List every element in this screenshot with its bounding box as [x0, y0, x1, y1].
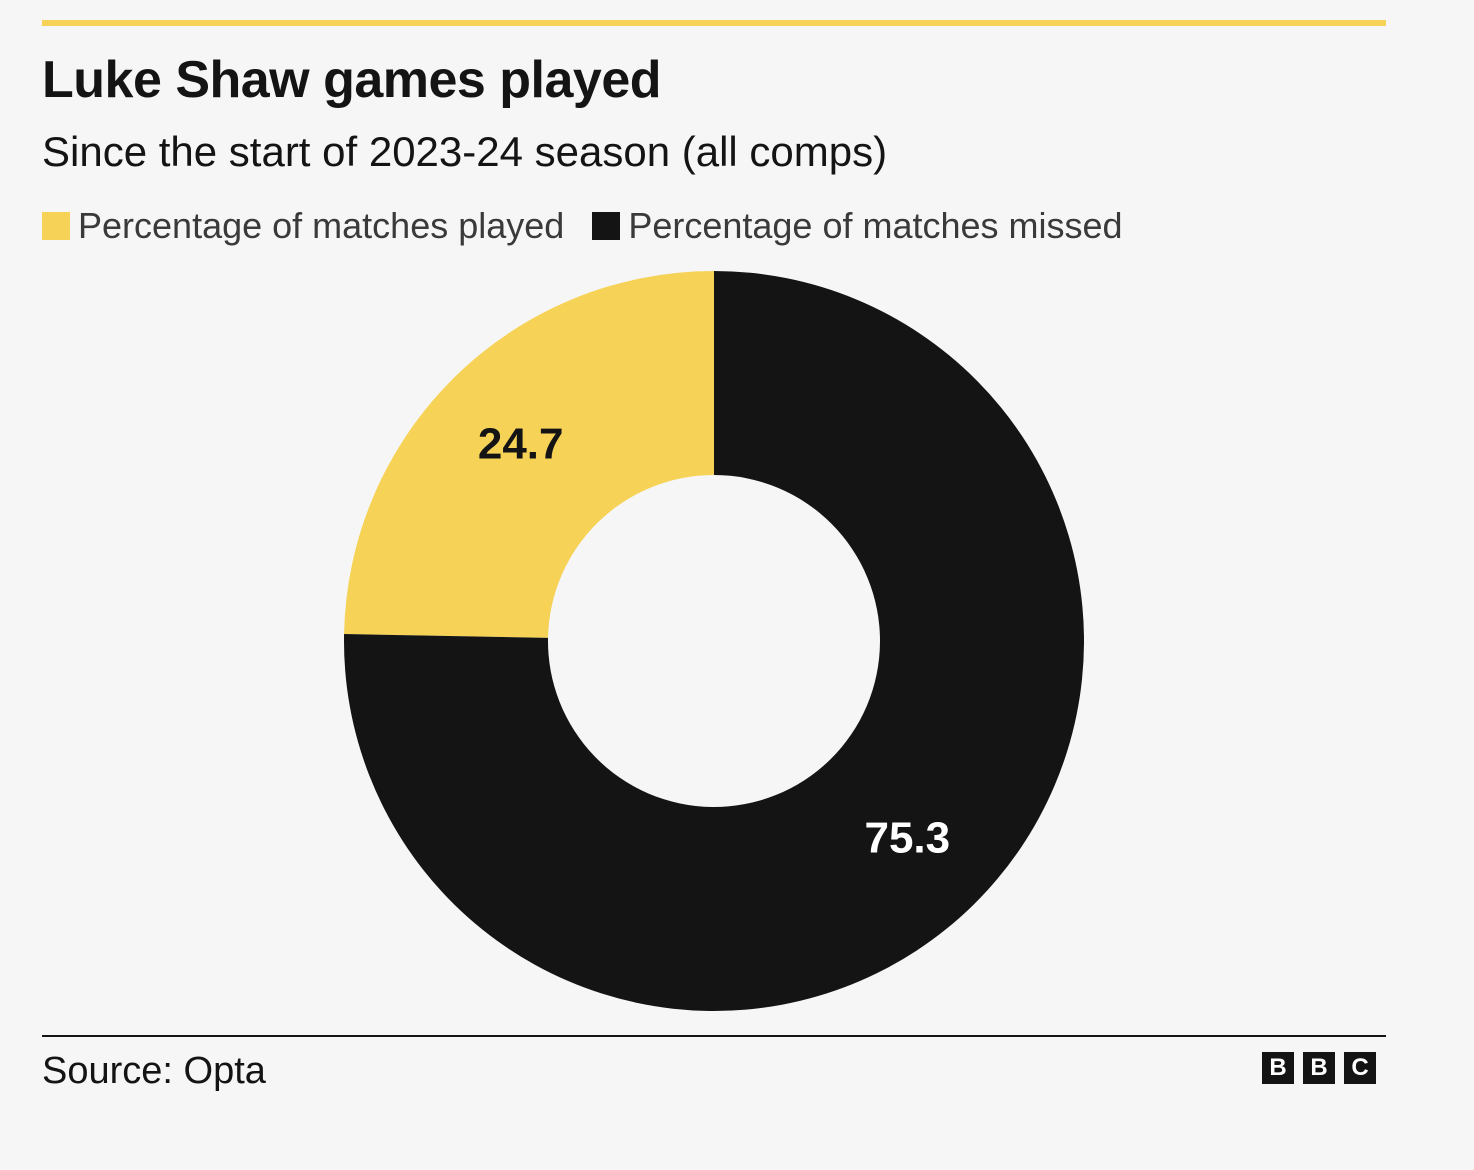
bbc-logo: B B C — [1262, 1052, 1376, 1084]
top-accent-rule — [42, 20, 1386, 26]
donut-slice-played — [344, 271, 714, 638]
footer-rule — [42, 1035, 1386, 1037]
legend-swatch-missed — [592, 212, 621, 240]
bbc-logo-block: C — [1344, 1052, 1376, 1084]
legend-item-missed: Percentage of matches missed — [592, 205, 1123, 247]
legend-label-missed: Percentage of matches missed — [628, 205, 1123, 246]
bbc-logo-block: B — [1262, 1052, 1294, 1084]
chart-title: Luke Shaw games played — [42, 51, 662, 109]
chart-legend: Percentage of matches played Percentage … — [42, 204, 1151, 248]
source-note: Source: Opta — [42, 1050, 266, 1092]
legend-item-played: Percentage of matches played — [42, 205, 564, 247]
chart-subtitle: Since the start of 2023-24 season (all c… — [42, 128, 888, 175]
slice-label-missed: 75.3 — [864, 813, 950, 862]
legend-label-played: Percentage of matches played — [78, 205, 565, 246]
bbc-logo-block: B — [1303, 1052, 1335, 1084]
donut-slice-missed — [343, 271, 1084, 1011]
slice-label-played: 24.7 — [478, 420, 564, 469]
legend-swatch-played — [42, 212, 70, 240]
